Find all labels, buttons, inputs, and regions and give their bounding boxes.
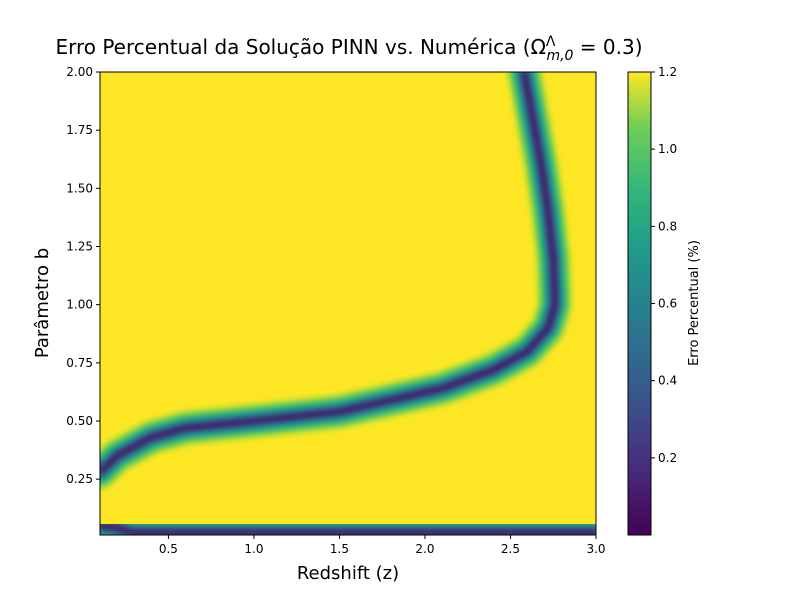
- x-tick-label: 2.5: [501, 542, 520, 556]
- y-tick-label: 2.00: [66, 65, 93, 79]
- colorbar-tick-label: 1.0: [658, 142, 677, 156]
- plot-frame: [99, 71, 597, 536]
- title-text: Erro Percentual da Solução PINN vs. Numé…: [55, 35, 545, 59]
- y-tick-label: 1.50: [66, 181, 93, 195]
- title-sub: m,0: [546, 48, 573, 64]
- chart-title: Erro Percentual da Solução PINN vs. Numé…: [55, 34, 642, 64]
- valley-curve: [100, 523, 596, 535]
- colorbar-tick-label: 0.2: [658, 451, 677, 465]
- y-axis-label: Parâmetro b: [32, 248, 53, 358]
- title-end: = 0.3): [573, 35, 642, 59]
- y-tick-label: 0.75: [66, 356, 93, 370]
- valley-curve: [100, 72, 557, 474]
- colorbar-tick-label: 0.4: [658, 374, 677, 388]
- y-tick-label: 1.75: [66, 123, 93, 137]
- title-sup: Λ: [546, 34, 556, 50]
- y-tick-label: 0.50: [66, 414, 93, 428]
- heatmap-background: [100, 72, 596, 535]
- x-axis-label: Redshift (z): [297, 563, 399, 584]
- y-tick-label: 1.00: [66, 298, 93, 312]
- plot-area: [100, 72, 596, 535]
- colorbar: [627, 71, 652, 536]
- colorbar-tick-label: 0.8: [658, 219, 677, 233]
- x-tick-label: 0.5: [159, 542, 178, 556]
- y-tick-label: 0.25: [66, 472, 93, 486]
- x-tick-label: 2.0: [415, 542, 434, 556]
- colorbar-tick-label: 1.2: [658, 65, 677, 79]
- x-tick-label: 3.0: [586, 542, 605, 556]
- x-tick-label: 1.5: [330, 542, 349, 556]
- colorbar-label: Erro Percentual (%): [687, 240, 702, 366]
- x-tick-label: 1.0: [244, 542, 263, 556]
- y-tick-label: 1.25: [66, 239, 93, 253]
- colorbar-tick-label: 0.6: [658, 297, 677, 311]
